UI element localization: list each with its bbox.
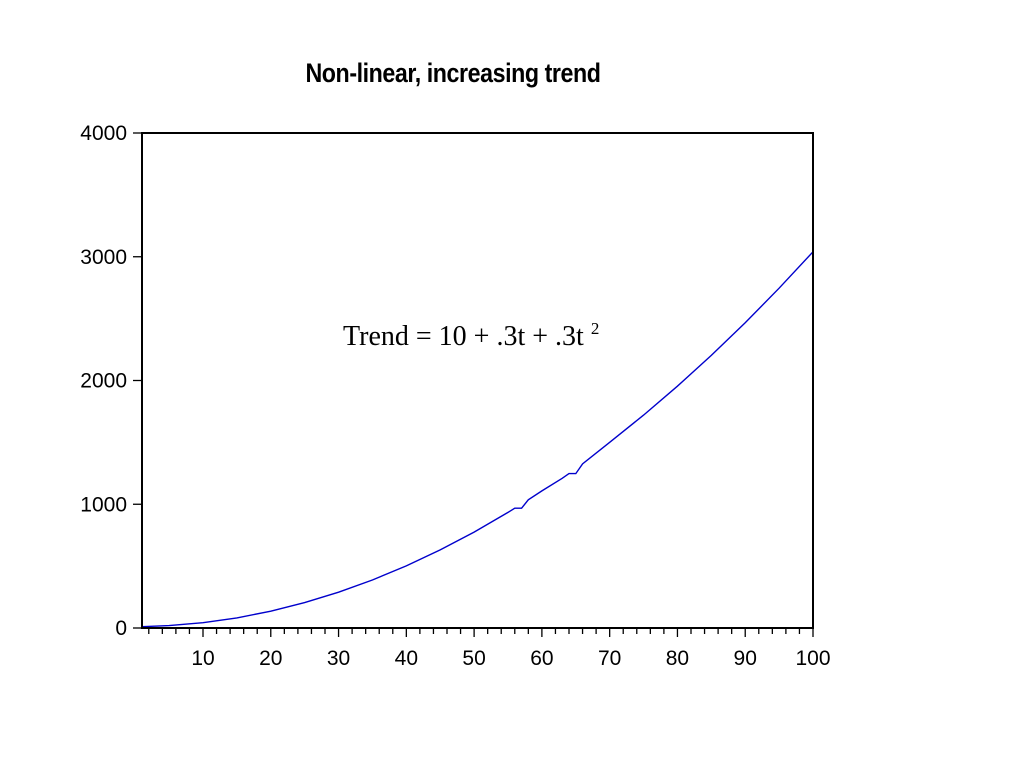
x-tick-label: 90 — [734, 647, 757, 670]
x-tick-label: 70 — [598, 647, 621, 670]
trend-series-line — [141, 251, 814, 628]
x-tick-label: 40 — [395, 647, 418, 670]
y-tick-label: 4000 — [80, 122, 127, 145]
plot-frame — [141, 132, 814, 629]
x-tick-label: 10 — [191, 647, 214, 670]
trend-equation: Trend = 10 + .3t + .3t 2 — [343, 319, 599, 352]
x-tick-label: 80 — [666, 647, 689, 670]
trend-equation-superscript: 2 — [591, 319, 600, 338]
chart-title: Non-linear, increasing trend — [305, 58, 601, 88]
x-tick-label: 20 — [259, 647, 282, 670]
y-tick-label: 1000 — [80, 493, 127, 516]
y-tick-label: 2000 — [80, 370, 127, 393]
y-tick-label: 0 — [115, 617, 127, 640]
x-tick-label: 100 — [795, 647, 830, 670]
y-tick-label: 3000 — [80, 246, 127, 269]
x-tick-label: 60 — [530, 647, 553, 670]
trend-equation-base: Trend = 10 + .3t + .3t — [343, 321, 584, 352]
tick-group — [133, 132, 814, 637]
x-tick-label: 30 — [327, 647, 350, 670]
x-tick-label: 50 — [462, 647, 485, 670]
